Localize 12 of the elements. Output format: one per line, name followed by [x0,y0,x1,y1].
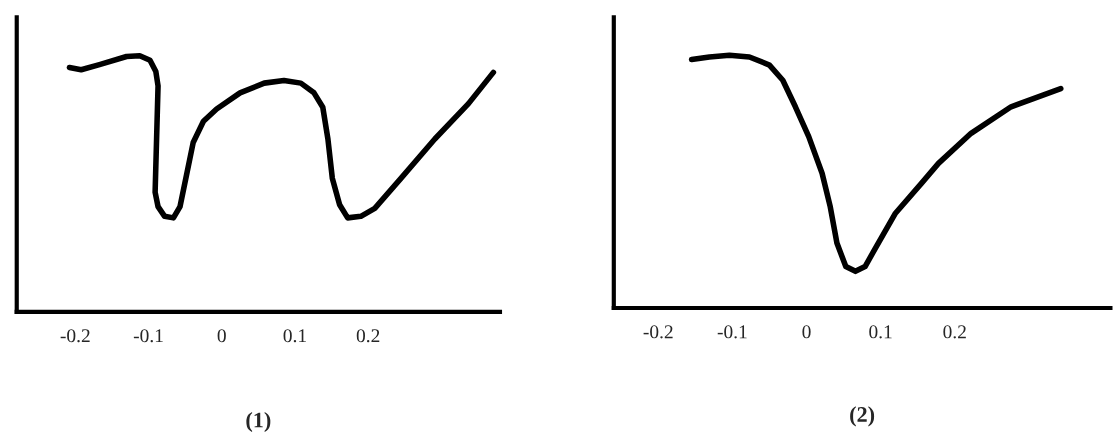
x-tick-label: 0.1 [283,329,306,343]
text: (1) [246,411,271,432]
x-tick-label: 0.1 [869,325,892,339]
x-tick-label: -0.2 [60,329,90,343]
x-tick-label: 0.2 [356,329,380,343]
text: (2) [850,406,875,427]
x-tick-label: -0.1 [133,329,163,343]
x-tick-label: 0 [217,329,226,343]
x-tick-label: 0 [802,325,811,339]
x-tick-label: -0.2 [643,325,673,339]
x-tick-label: -0.1 [717,325,747,339]
x-tick-label: 0.2 [943,325,966,339]
